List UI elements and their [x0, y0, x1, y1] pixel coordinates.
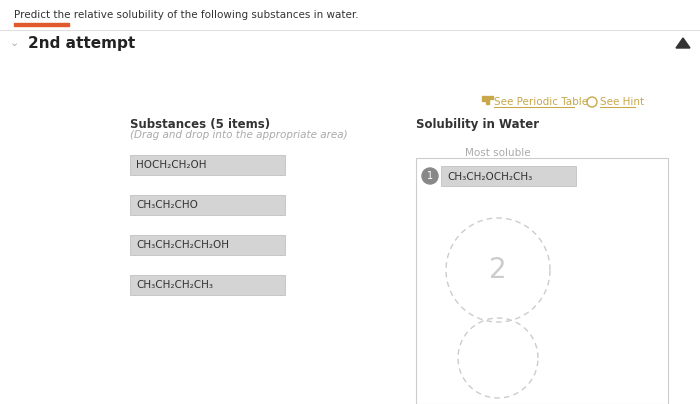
Text: CH₃CH₂CH₂CH₃: CH₃CH₂CH₂CH₃: [136, 280, 213, 290]
Text: 1: 1: [427, 171, 433, 181]
Text: See Periodic Table: See Periodic Table: [494, 97, 588, 107]
FancyBboxPatch shape: [130, 155, 285, 175]
Text: See Hint: See Hint: [600, 97, 644, 107]
Text: 2: 2: [489, 256, 507, 284]
Text: Most soluble: Most soluble: [466, 148, 531, 158]
Text: HOCH₂CH₂OH: HOCH₂CH₂OH: [136, 160, 206, 170]
Text: Predict the relative solubility of the following substances in water.: Predict the relative solubility of the f…: [14, 10, 358, 20]
Circle shape: [422, 168, 438, 184]
Text: CH₃CH₂CHO: CH₃CH₂CHO: [136, 200, 198, 210]
Text: CH₃CH₂CH₂CH₂OH: CH₃CH₂CH₂CH₂OH: [136, 240, 229, 250]
FancyBboxPatch shape: [130, 275, 285, 295]
FancyBboxPatch shape: [130, 235, 285, 255]
FancyBboxPatch shape: [130, 195, 285, 215]
Text: CH₃CH₂OCH₂CH₃: CH₃CH₂OCH₂CH₃: [447, 172, 532, 181]
Bar: [14, 23, 69, 26]
Polygon shape: [676, 38, 690, 48]
Bar: [486, 96, 489, 104]
Text: Substances (5 items): Substances (5 items): [130, 118, 270, 131]
Bar: [482, 96, 485, 101]
Bar: [416, 158, 668, 404]
FancyBboxPatch shape: [441, 166, 576, 186]
Text: 2nd attempt: 2nd attempt: [28, 36, 135, 51]
Bar: [490, 96, 493, 99]
Text: ⌄: ⌄: [10, 38, 20, 48]
Text: Solubility in Water: Solubility in Water: [416, 118, 539, 131]
Text: (Drag and drop into the appropriate area): (Drag and drop into the appropriate area…: [130, 130, 348, 140]
